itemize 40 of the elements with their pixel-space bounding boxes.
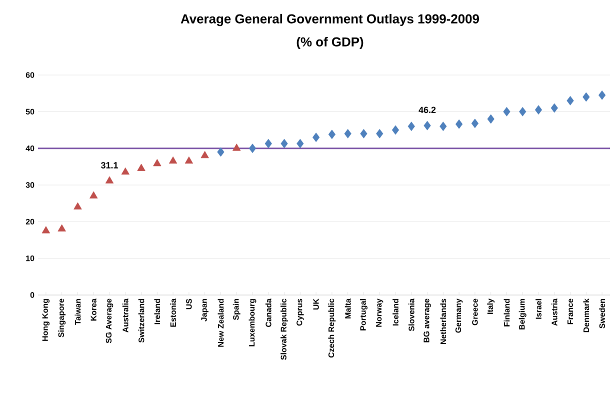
- point: [344, 128, 352, 138]
- point: [455, 119, 463, 129]
- point: [487, 114, 494, 124]
- point: [264, 138, 272, 148]
- point: [550, 103, 558, 113]
- point: [519, 106, 526, 116]
- point: [184, 156, 194, 164]
- point: [424, 120, 431, 130]
- point: [90, 191, 98, 198]
- annotation: 31.1: [100, 162, 118, 168]
- point: [153, 159, 162, 166]
- point: [137, 164, 146, 171]
- point: [217, 147, 224, 157]
- chart-subtitle: (% of GDP): [296, 36, 364, 50]
- annotation: 46.2: [418, 106, 436, 114]
- point: [440, 122, 447, 132]
- point: [248, 144, 256, 154]
- point: [42, 226, 50, 234]
- point: [280, 138, 288, 148]
- point: [58, 224, 66, 232]
- point: [376, 128, 384, 138]
- point: [168, 156, 178, 164]
- point: [328, 130, 336, 140]
- point: [200, 150, 209, 158]
- point: [598, 90, 606, 100]
- point: [121, 167, 130, 175]
- point: [232, 144, 241, 151]
- point: [296, 138, 304, 148]
- point: [503, 106, 510, 116]
- point: [566, 96, 574, 106]
- point: [360, 128, 368, 138]
- point: [74, 202, 82, 210]
- point: [582, 92, 590, 102]
- point: [312, 132, 320, 142]
- point: [471, 118, 479, 128]
- point: [105, 176, 114, 184]
- chart-title: Average General Government Outlays 1999-2009: [180, 14, 479, 26]
- point: [534, 105, 542, 115]
- point: [408, 122, 415, 132]
- point: [392, 125, 400, 135]
